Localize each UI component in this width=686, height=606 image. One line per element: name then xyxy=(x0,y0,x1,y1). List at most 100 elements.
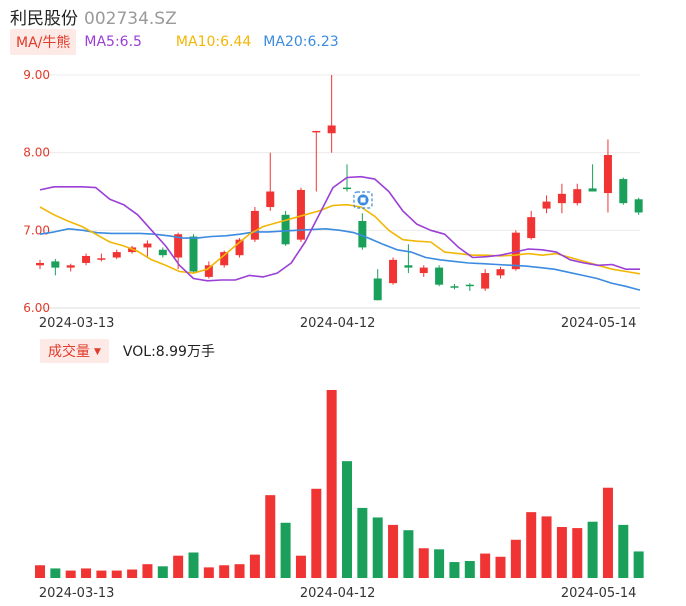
volume-bar xyxy=(173,555,184,578)
candle-body xyxy=(220,252,229,266)
ma20-legend: MA20:6.23 xyxy=(263,34,339,50)
candle-body xyxy=(527,217,536,239)
candle-body xyxy=(588,188,597,192)
volume-bar xyxy=(495,556,506,578)
volume-bar xyxy=(111,570,122,578)
candle-body xyxy=(619,179,628,204)
ma5-legend: MA5:6.5 xyxy=(84,34,142,50)
y-tick-label: 8.00 xyxy=(23,146,50,160)
volume-toggle-button[interactable]: 成交量 ▼ xyxy=(40,339,109,363)
volume-bar xyxy=(403,530,414,578)
candle-body xyxy=(66,265,75,268)
volume-bar xyxy=(434,549,445,578)
stock-code: 002734.SZ xyxy=(84,9,177,29)
volume-bar xyxy=(510,539,521,578)
candle-body xyxy=(542,201,551,209)
volume-bar xyxy=(357,507,368,578)
volume-bar xyxy=(142,564,153,578)
volume-date-axis: 2024-03-13 2024-04-12 2024-05-14 xyxy=(39,586,636,601)
candle-body xyxy=(373,278,382,301)
volume-bar xyxy=(280,522,291,578)
volume-bar xyxy=(96,570,107,578)
candle-body xyxy=(343,187,351,190)
ma10-line xyxy=(39,203,641,275)
volume-bar xyxy=(157,566,168,578)
candle-body xyxy=(465,284,474,287)
x-tick-label: 2024-04-12 xyxy=(300,316,376,331)
candle-body xyxy=(266,191,275,208)
candle-body xyxy=(358,221,367,248)
volume-value: VOL:8.99万手 xyxy=(122,344,215,360)
price-axis: 9.00 8.00 7.00 6.00 xyxy=(23,68,50,315)
candle-body xyxy=(312,130,321,133)
y-tick-label: 6.00 xyxy=(23,301,50,315)
volume-bar xyxy=(81,568,92,578)
volume-bar xyxy=(541,516,552,578)
ma-lines xyxy=(39,175,641,291)
candles xyxy=(36,75,643,301)
candle-body xyxy=(82,255,91,263)
volume-bar xyxy=(203,567,214,578)
candle-body xyxy=(158,249,167,256)
ma-toggle-button[interactable]: MA/牛熊 xyxy=(10,29,77,55)
volume-bar xyxy=(35,565,45,578)
volume-bar xyxy=(65,570,76,578)
candle-body xyxy=(634,199,643,213)
volume-toggle-label: 成交量 xyxy=(48,344,90,360)
candle-body xyxy=(204,265,213,277)
volume-bar xyxy=(464,561,475,578)
candle-body xyxy=(435,267,444,285)
volume-bar xyxy=(633,551,644,578)
volume-bar xyxy=(418,548,429,578)
candle-body xyxy=(112,252,121,258)
stock-name: 利民股份 xyxy=(10,9,78,29)
candle-body xyxy=(143,243,152,248)
stock-title: 利民股份 002734.SZ xyxy=(10,4,177,29)
volume-bar xyxy=(572,528,583,578)
price-date-axis: 2024-03-13 2024-04-12 2024-05-14 xyxy=(39,316,636,331)
candle-body xyxy=(235,239,244,256)
volume-legend: 成交量 ▼ VOL:8.99万手 xyxy=(40,339,215,363)
volume-bar xyxy=(449,562,460,578)
volume-bar xyxy=(342,461,352,578)
candle-body xyxy=(573,189,582,204)
x-tick-label: 2024-05-14 xyxy=(561,316,637,331)
volume-bar xyxy=(265,495,276,578)
ma10-legend: MA10:6.44 xyxy=(175,34,252,50)
candle-body xyxy=(419,267,428,274)
volume-bars xyxy=(35,390,644,578)
candle-body xyxy=(404,265,413,268)
candle-body xyxy=(174,234,183,258)
y-tick-label: 7.00 xyxy=(23,223,50,237)
volume-bar xyxy=(295,555,306,578)
candle-body xyxy=(296,189,305,240)
candle-body xyxy=(557,193,566,204)
candle-body xyxy=(389,259,398,284)
volume-x-tick-label: 2024-05-14 xyxy=(561,586,637,601)
candle-body xyxy=(450,286,459,288)
volume-bar xyxy=(50,568,61,578)
candle-body xyxy=(481,273,490,289)
candle-body xyxy=(189,236,198,272)
y-tick-label: 9.00 xyxy=(23,68,50,82)
price-grid xyxy=(40,74,640,309)
dropdown-arrow-icon: ▼ xyxy=(94,347,101,357)
candle-body xyxy=(603,154,612,194)
volume-x-tick-label: 2024-03-13 xyxy=(39,586,115,601)
volume-bar xyxy=(188,552,199,578)
event-marker-icon[interactable] xyxy=(353,191,373,209)
volume-bar xyxy=(219,565,230,578)
candle-body xyxy=(36,262,44,266)
volume-bar xyxy=(249,554,260,578)
volume-bar xyxy=(587,521,598,578)
volume-bar xyxy=(127,569,138,578)
candle-body xyxy=(511,232,520,270)
volume-bar xyxy=(311,488,322,578)
volume-bar xyxy=(480,553,491,578)
candle-body xyxy=(496,269,505,276)
volume-bar xyxy=(234,564,245,578)
ma5-line xyxy=(39,175,640,282)
ma-legend: MA/牛熊 MA5:6.5 MA10:6.44 MA20:6.23 xyxy=(10,29,339,55)
volume-bar xyxy=(326,390,337,578)
